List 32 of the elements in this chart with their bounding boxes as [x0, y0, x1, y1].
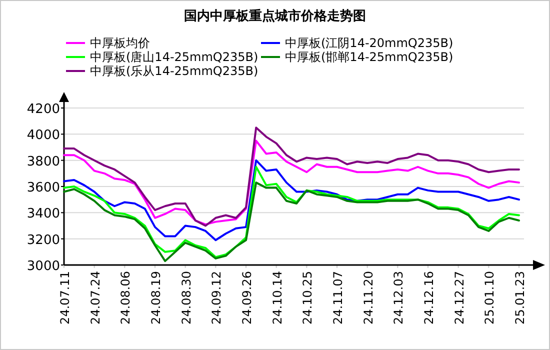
- x-tick-label: 24.09.26: [240, 271, 254, 324]
- x-tick-label: 24.12.16: [422, 271, 436, 324]
- y-tick-label: 4200: [26, 102, 60, 117]
- legend-label: 中厚板(乐从14-25mmQ235B): [90, 64, 258, 78]
- x-tick-label: 24.11.07: [331, 271, 345, 324]
- legend-label: 中厚板均价: [90, 36, 150, 50]
- x-tick-label: 24.08.06: [118, 271, 133, 324]
- x-tick-label: 24.12.27: [452, 271, 466, 324]
- y-tick-label: 3200: [26, 232, 60, 248]
- y-tick-label: 3400: [26, 206, 60, 222]
- legend-label: 中厚板(唐山14-25mmQ235B): [90, 50, 258, 64]
- x-tick-label: 24.07.11: [58, 271, 72, 324]
- x-tick-label: 25.01.23: [513, 271, 527, 324]
- x-tick-label: 24.08.30: [179, 271, 194, 324]
- chart-title: 国内中厚板重点城市价格走势图: [184, 8, 366, 24]
- line-series: [63, 166, 520, 258]
- x-tick-label: 24.07.24: [88, 271, 102, 324]
- x-tick-label: 24.10.25: [300, 271, 315, 324]
- x-tick-label: 24.12.03: [392, 271, 406, 324]
- y-tick-label: 4000: [26, 128, 60, 144]
- x-tick-label: 25.01.10: [482, 271, 497, 324]
- y-tick-label: 3800: [26, 154, 60, 170]
- x-tick-label: 24.10.14: [270, 271, 284, 324]
- y-tick-label: 3000: [26, 259, 60, 274]
- x-tick-label: 24.09.12: [210, 271, 224, 324]
- legend-label: 中厚板(江阴14-20mmQ235B): [285, 36, 454, 50]
- x-tick-label: 24.11.20: [361, 271, 376, 324]
- line-series: [63, 159, 520, 242]
- y-tick-label: 3600: [26, 180, 60, 196]
- x-tick-label: 24.08.19: [149, 271, 163, 324]
- line-series: [63, 182, 520, 262]
- legend-label: 中厚板(邯郸14-25mmQ235B): [285, 50, 454, 64]
